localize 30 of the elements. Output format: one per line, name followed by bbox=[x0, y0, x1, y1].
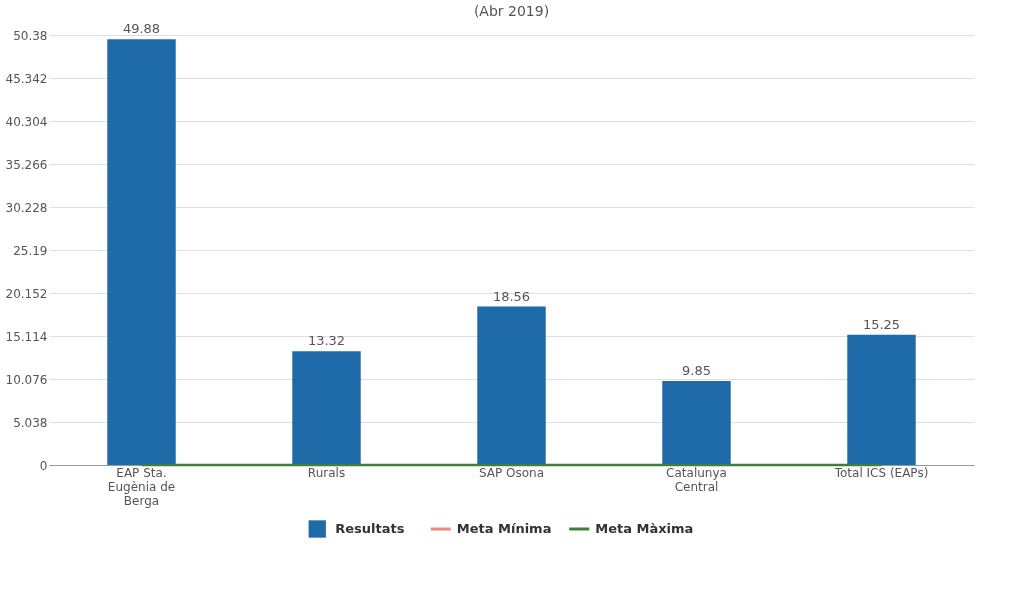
x-tick-label: SAP Osona bbox=[478, 465, 545, 480]
y-tick-label: 5.038 bbox=[13, 415, 48, 430]
y-tick-label: 25.19 bbox=[13, 243, 48, 258]
y-tick-label: 40.304 bbox=[5, 114, 48, 129]
y-tick-label: 10.076 bbox=[5, 372, 48, 387]
bar bbox=[847, 334, 916, 465]
bar bbox=[662, 380, 731, 465]
x-tick-label: Catalunya Central bbox=[666, 465, 727, 494]
y-tick-label: 30.228 bbox=[5, 200, 48, 215]
y-tick-label: 35.266 bbox=[5, 157, 48, 172]
legend-label: Meta Mínima bbox=[456, 521, 552, 536]
data-label: 15.25 bbox=[862, 316, 901, 332]
y-tick-label: 45.342 bbox=[5, 71, 48, 86]
x-tick-label: Rurals bbox=[307, 465, 346, 480]
bar bbox=[477, 306, 546, 465]
y-tick-label: 50.38 bbox=[13, 28, 48, 43]
x-tick-label: EAP Sta. Eugènia de Berga bbox=[107, 465, 176, 508]
chart-title: (Abr 2019) bbox=[473, 3, 550, 20]
data-label: 18.56 bbox=[492, 288, 531, 304]
data-label: 9.85 bbox=[682, 362, 711, 378]
y-tick-label: 15.114 bbox=[5, 329, 48, 344]
legend-label: Meta Màxima bbox=[595, 521, 694, 536]
y-tick-label: 0 bbox=[39, 458, 48, 473]
data-label: 13.32 bbox=[307, 333, 346, 349]
x-tick-label: Total ICS (EAPs) bbox=[833, 465, 929, 480]
legend-label: Resultats bbox=[335, 521, 405, 536]
data-label: 49.88 bbox=[122, 21, 161, 37]
bar bbox=[292, 351, 361, 465]
bar bbox=[107, 39, 176, 465]
y-tick-label: 20.152 bbox=[5, 286, 48, 301]
